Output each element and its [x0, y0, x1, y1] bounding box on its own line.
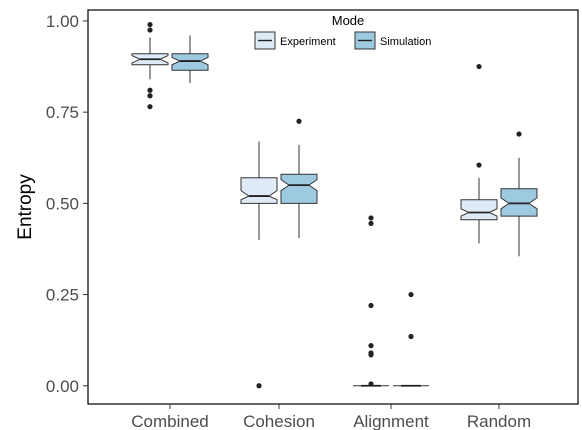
outlier-point [368, 215, 374, 221]
x-tick-label: Random [467, 412, 531, 430]
box-body [460, 199, 498, 221]
box-experiment-cohesion [240, 141, 278, 389]
outlier-point [368, 220, 374, 227]
x-tick-label: Combined [131, 412, 209, 430]
legend-label: Experiment [280, 36, 336, 48]
box-simulation-combined [171, 35, 209, 83]
outlier-point [476, 162, 482, 168]
x-tick-label: Cohesion [243, 412, 315, 430]
outlier-point [147, 104, 153, 110]
y-tick-label: 0.75 [46, 103, 79, 122]
y-tick-label: 0.00 [46, 377, 79, 396]
x-tick-label: Alignment [353, 412, 429, 430]
box-marks [131, 21, 538, 389]
outlier-point [147, 93, 153, 99]
box-body [280, 173, 318, 204]
outlier-point [296, 118, 302, 124]
box-experiment-alignment [353, 215, 389, 387]
outlier-point [516, 131, 522, 137]
box-body [171, 53, 209, 71]
y-tick-label: 1.00 [46, 12, 79, 31]
outlier-point [147, 87, 153, 93]
legend-title: Mode [332, 13, 365, 28]
legend-item-simulation: Simulation [354, 31, 431, 50]
legend-label: Simulation [380, 36, 431, 48]
outlier-point [368, 381, 374, 387]
outlier-point [147, 21, 153, 28]
box-simulation-alignment [393, 291, 429, 387]
outlier-point [368, 352, 374, 358]
box-simulation-random [500, 131, 538, 257]
y-tick-label: 0.50 [46, 194, 79, 213]
outlier-point [147, 27, 153, 33]
axes: 0.00 0.25 0.50 0.75 1.00 Combined Cohesion Alig… [15, 12, 531, 430]
outlier-point [256, 383, 262, 389]
legend: Mode Experiment Simulation [254, 13, 431, 50]
box-simulation-cohesion [280, 118, 318, 239]
y-axis-title: Entropy [15, 174, 36, 240]
outlier-point [408, 291, 414, 298]
outlier-point [368, 302, 374, 309]
outlier-point [408, 333, 414, 340]
legend-item-experiment: Experiment [254, 31, 336, 50]
box-body [500, 188, 538, 217]
y-tick-label: 0.25 [46, 286, 79, 305]
box-experiment-random [460, 63, 498, 244]
box-body [240, 177, 278, 204]
outlier-point [368, 343, 374, 349]
box-experiment-combined [131, 21, 169, 110]
outlier-point [476, 63, 482, 70]
